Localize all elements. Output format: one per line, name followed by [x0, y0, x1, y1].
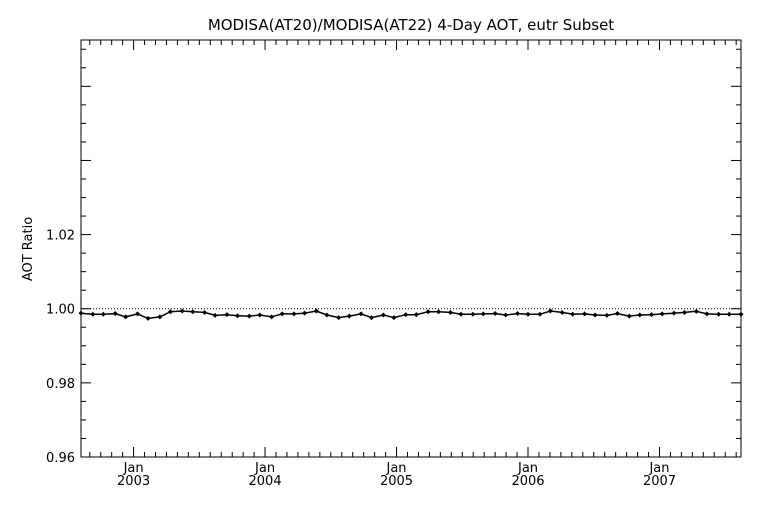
- data-point: [257, 312, 263, 318]
- x-tick-year-label: 2003: [117, 474, 150, 489]
- data-point: [592, 312, 598, 318]
- data-point: [403, 312, 409, 318]
- x-tick-year-label: 2004: [249, 474, 282, 489]
- data-point: [246, 313, 252, 319]
- y-tick-label: 0.96: [46, 451, 75, 466]
- plot-frame: [80, 39, 742, 458]
- data-point: [279, 311, 285, 317]
- data-point: [212, 312, 218, 318]
- data-point: [157, 314, 163, 320]
- data-point: [447, 309, 453, 315]
- data-point: [190, 309, 196, 315]
- y-tick-label: 1.02: [46, 229, 75, 244]
- y-tick-label: 1.00: [46, 303, 75, 318]
- data-point: [413, 312, 419, 318]
- data-point: [346, 313, 352, 319]
- data-point: [547, 308, 553, 314]
- data-point: [525, 311, 531, 317]
- y-tick-label: 0.98: [46, 377, 75, 392]
- data-point: [380, 312, 386, 318]
- data-point: [671, 310, 677, 316]
- data-point: [100, 311, 106, 317]
- x-tick-month-label: Jan: [648, 461, 669, 476]
- series-layer: [78, 308, 744, 321]
- x-tick-year-label: 2007: [643, 474, 676, 489]
- x-tick-month-label: Jan: [386, 461, 407, 476]
- x-tick-year-label: 2006: [511, 474, 544, 489]
- data-point: [234, 313, 240, 319]
- data-point: [425, 309, 431, 315]
- data-point: [78, 310, 84, 316]
- data-point: [649, 312, 655, 318]
- x-tick-year-label: 2005: [380, 474, 413, 489]
- x-tick-month-label: Jan: [254, 461, 275, 476]
- data-point: [492, 311, 498, 317]
- data-point: [324, 312, 330, 318]
- data-point: [738, 311, 744, 317]
- data-point: [458, 311, 464, 317]
- data-point: [570, 311, 576, 317]
- y-axis-label: AOT Ratio: [21, 217, 36, 281]
- data-point: [202, 309, 208, 315]
- data-point: [716, 311, 722, 317]
- data-point: [637, 312, 643, 318]
- chart-title: MODISA(AT20)/MODISA(AT22) 4-Day AOT, eut…: [208, 16, 614, 34]
- x-tick-month-label: Jan: [517, 461, 538, 476]
- data-point: [145, 315, 151, 321]
- data-point: [582, 311, 588, 317]
- data-point: [537, 311, 543, 317]
- data-point: [480, 311, 486, 317]
- data-point: [224, 312, 230, 318]
- x-tick-month-label: Jan: [123, 461, 144, 476]
- data-point: [503, 312, 509, 318]
- data-point: [604, 312, 610, 318]
- data-point: [470, 311, 476, 317]
- data-point: [291, 311, 297, 317]
- data-point: [135, 311, 141, 317]
- data-point: [626, 313, 632, 319]
- y-axis-ticks: 0.96 0.98 1.00 1.02: [46, 48, 741, 466]
- data-point: [681, 309, 687, 315]
- data-point: [112, 311, 118, 317]
- data-point: [358, 311, 364, 317]
- data-point: [167, 309, 173, 315]
- data-point: [179, 308, 185, 314]
- data-point: [693, 308, 699, 314]
- data-point: [726, 311, 732, 317]
- data-point: [559, 309, 565, 315]
- data-point: [90, 311, 96, 317]
- data-point: [369, 315, 375, 321]
- data-point: [336, 315, 342, 321]
- data-point: [614, 311, 620, 317]
- data-point: [659, 311, 665, 317]
- data-point: [436, 309, 442, 315]
- data-point: [302, 310, 308, 316]
- data-point: [123, 314, 129, 320]
- data-point: [514, 311, 520, 317]
- data-point: [704, 311, 710, 317]
- data-point: [269, 314, 275, 320]
- data-point: [313, 308, 319, 314]
- series-line: [80, 310, 741, 320]
- data-point: [391, 315, 397, 321]
